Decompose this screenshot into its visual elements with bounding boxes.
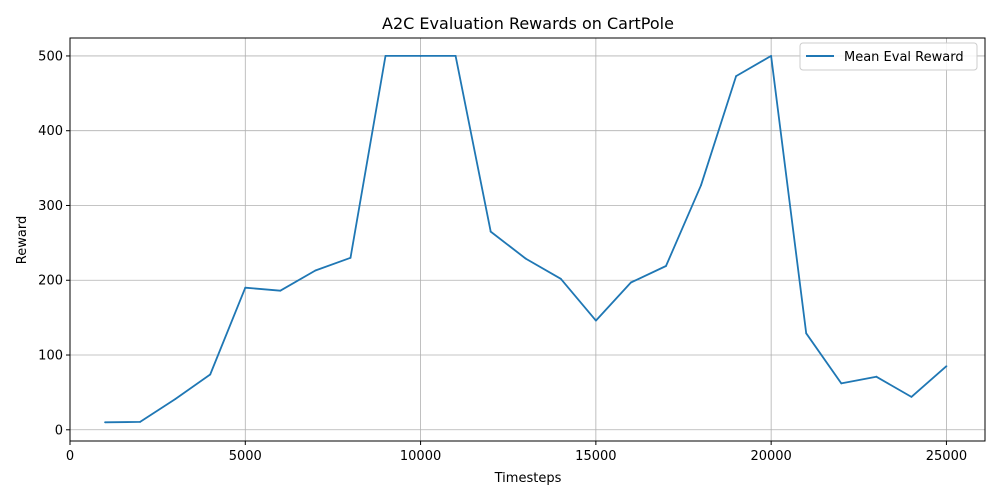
grid-lines [69, 38, 985, 441]
data-point [244, 286, 247, 289]
data-point [630, 281, 632, 284]
y-tick-label: 500 [38, 49, 63, 64]
data-point [910, 395, 913, 398]
data-point [770, 55, 773, 57]
data-point [314, 269, 317, 272]
data-point [209, 373, 212, 376]
y-tick-label: 400 [38, 124, 63, 139]
x-tick-label: 10000 [400, 449, 441, 464]
data-point [104, 421, 106, 424]
data-point [875, 375, 878, 378]
data-point [349, 256, 352, 259]
legend-box [799, 42, 978, 71]
y-tick-label: 300 [38, 199, 63, 214]
plot-frame [69, 37, 986, 442]
data-point [945, 365, 948, 368]
y-axis-label: Reward [15, 216, 30, 264]
x-tick-label: 20000 [750, 449, 791, 464]
legend-label: Mean Eval Reward [844, 50, 964, 65]
data-point [174, 398, 177, 401]
y-tick-label: 200 [38, 274, 63, 289]
data-point [700, 184, 702, 187]
y-axis-ticks: 0 100 200 300 400 500 [38, 49, 70, 438]
x-tick-label: 5000 [229, 449, 262, 464]
x-axis-ticks: 0 5000 10000 15000 20000 25000 [66, 441, 967, 464]
series-layer [104, 55, 948, 424]
x-tick-label: 0 [66, 449, 74, 464]
data-point [419, 55, 422, 57]
y-tick-label: 100 [38, 349, 63, 364]
data-point [524, 257, 527, 260]
data-point [384, 55, 387, 57]
y-tick-label: 0 [55, 423, 63, 438]
chart-title: A2C Evaluation Rewards on CartPole [382, 14, 674, 33]
data-point [594, 319, 597, 322]
x-tick-label: 25000 [926, 449, 967, 464]
data-point [279, 289, 282, 292]
legend: Mean Eval Reward [799, 42, 978, 71]
data-point [840, 382, 843, 385]
data-point [559, 277, 562, 280]
data-point [805, 332, 808, 335]
x-axis-label: Timesteps [494, 471, 562, 486]
data-point [489, 230, 492, 233]
data-point [735, 75, 737, 78]
data-point [139, 421, 142, 423]
data-point [665, 265, 667, 267]
data-point [454, 55, 457, 57]
x-tick-label: 15000 [575, 449, 616, 464]
